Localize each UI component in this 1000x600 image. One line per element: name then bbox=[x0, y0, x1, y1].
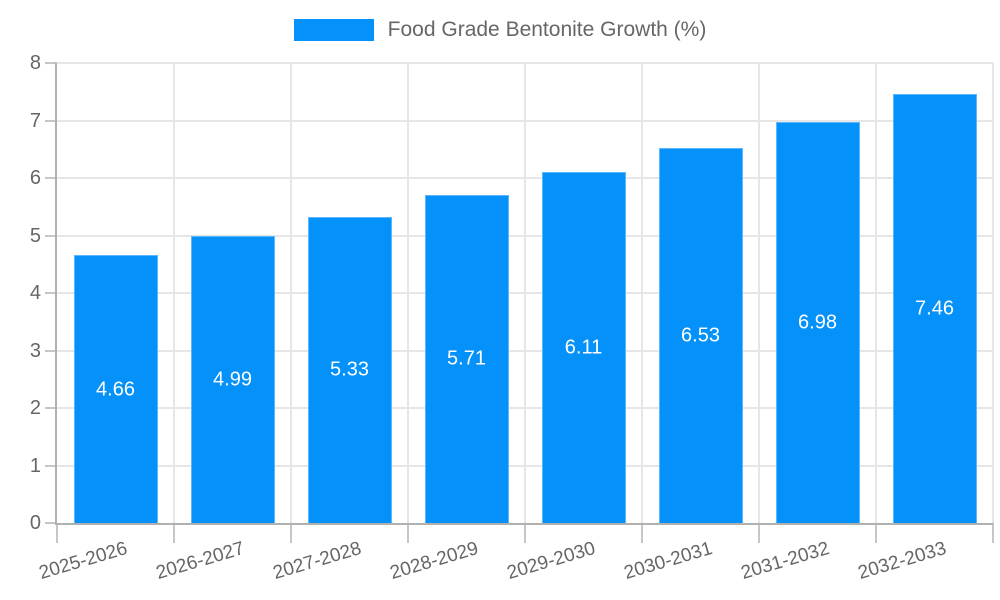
y-axis-tick-label: 5 bbox=[29, 224, 41, 247]
x-axis-tick-mark bbox=[641, 523, 643, 543]
y-axis-tick-mark bbox=[45, 119, 57, 122]
y-axis-tick-mark bbox=[45, 62, 57, 64]
gridline-vertical bbox=[758, 63, 760, 523]
x-axis-tick-mark bbox=[758, 523, 760, 543]
y-axis-tick-label: 2 bbox=[29, 397, 41, 419]
y-axis-tick-label: 8 bbox=[29, 52, 41, 74]
x-axis-tick-mark bbox=[875, 523, 877, 543]
bar-value-label: 6.98 bbox=[798, 311, 837, 334]
x-axis-tick-label: 2030-2031 bbox=[621, 538, 715, 584]
gridline-vertical bbox=[641, 63, 643, 523]
x-axis-tick-label: 2027-2028 bbox=[270, 538, 364, 584]
x-axis-line bbox=[55, 523, 993, 525]
bar-value-label: 6.11 bbox=[564, 336, 603, 359]
bar-value-label: 5.71 bbox=[447, 347, 486, 370]
bar-value-label: 5.33 bbox=[330, 358, 369, 381]
y-axis-tick-mark bbox=[45, 177, 57, 179]
x-axis-tick-mark bbox=[56, 523, 58, 543]
x-axis-tick-label: 2031-2032 bbox=[738, 538, 832, 584]
x-axis-tick-mark bbox=[407, 523, 409, 543]
y-axis-tick-label: 4 bbox=[29, 282, 41, 304]
legend-color-swatch bbox=[293, 19, 374, 41]
x-axis-tick-mark bbox=[173, 523, 175, 543]
y-axis-tick-mark bbox=[45, 349, 57, 352]
y-axis-tick-label: 0 bbox=[29, 512, 41, 534]
bar-2029-2030[interactable]: 6.11 bbox=[541, 171, 626, 523]
y-axis-line bbox=[55, 63, 57, 523]
bar-2030-2031[interactable]: 6.53 bbox=[658, 147, 743, 523]
bar-value-label: 6.53 bbox=[681, 324, 720, 347]
y-axis-tick-label: 3 bbox=[29, 339, 41, 362]
gridline-vertical bbox=[407, 63, 409, 523]
bar-2026-2027[interactable]: 4.99 bbox=[190, 236, 275, 523]
y-axis-tick-mark bbox=[45, 464, 57, 467]
x-axis-tick-label: 2026-2027 bbox=[153, 538, 247, 584]
y-axis-tick-mark bbox=[45, 292, 57, 294]
x-axis-tick-mark bbox=[524, 523, 526, 543]
x-axis-tick-label: 2029-2030 bbox=[504, 538, 598, 584]
x-axis-tick-mark bbox=[290, 523, 292, 543]
legend-label: Food Grade Bentonite Growth (%) bbox=[387, 18, 707, 41]
gridline-vertical bbox=[875, 63, 877, 523]
x-axis-tick-label: 2028-2029 bbox=[387, 538, 481, 584]
bar-value-label: 4.66 bbox=[96, 378, 135, 401]
x-axis-tick-label: 2025-2026 bbox=[36, 538, 130, 584]
y-axis-tick-mark bbox=[45, 234, 57, 237]
chart-legend: Food Grade Bentonite Growth (%) bbox=[0, 18, 1000, 42]
gridline-vertical bbox=[173, 63, 175, 523]
bar-value-label: 7.46 bbox=[915, 297, 954, 320]
bar-2032-2033[interactable]: 7.46 bbox=[892, 94, 977, 523]
bar-2027-2028[interactable]: 5.33 bbox=[307, 216, 392, 523]
x-axis-tick-mark bbox=[992, 523, 994, 543]
y-axis-tick-label: 7 bbox=[29, 109, 41, 132]
y-axis-tick-mark bbox=[45, 522, 57, 524]
x-axis-tick-label: 2032-2033 bbox=[855, 538, 949, 584]
y-axis-tick-label: 1 bbox=[29, 454, 41, 477]
gridline-vertical bbox=[992, 63, 994, 523]
y-axis-tick-mark bbox=[45, 407, 57, 409]
y-axis-tick-label: 6 bbox=[29, 167, 41, 189]
bar-2031-2032[interactable]: 6.98 bbox=[775, 121, 860, 523]
legend-item-food-grade-bentonite[interactable]: Food Grade Bentonite Growth (%) bbox=[293, 18, 707, 42]
bar-2028-2029[interactable]: 5.71 bbox=[424, 194, 509, 523]
bar-value-label: 4.99 bbox=[213, 368, 252, 391]
gridline-vertical bbox=[290, 63, 292, 523]
gridline-vertical bbox=[524, 63, 526, 523]
bar-2025-2026[interactable]: 4.66 bbox=[73, 255, 158, 523]
